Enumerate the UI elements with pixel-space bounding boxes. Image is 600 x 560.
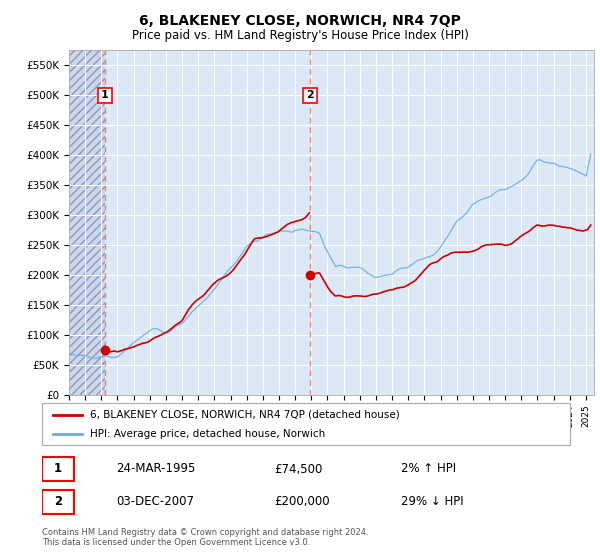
FancyBboxPatch shape [42, 458, 74, 482]
Text: 2: 2 [306, 90, 314, 100]
Text: 6, BLAKENEY CLOSE, NORWICH, NR4 7QP: 6, BLAKENEY CLOSE, NORWICH, NR4 7QP [139, 14, 461, 28]
FancyBboxPatch shape [42, 490, 74, 514]
FancyBboxPatch shape [42, 403, 570, 445]
Text: 2% ↑ HPI: 2% ↑ HPI [401, 463, 456, 475]
Text: HPI: Average price, detached house, Norwich: HPI: Average price, detached house, Norw… [89, 429, 325, 439]
Text: 2: 2 [54, 495, 62, 508]
Text: 29% ↓ HPI: 29% ↓ HPI [401, 495, 464, 508]
Text: Contains HM Land Registry data © Crown copyright and database right 2024.
This d: Contains HM Land Registry data © Crown c… [42, 528, 368, 547]
Text: Price paid vs. HM Land Registry's House Price Index (HPI): Price paid vs. HM Land Registry's House … [131, 29, 469, 42]
Text: £200,000: £200,000 [274, 495, 330, 508]
Text: 24-MAR-1995: 24-MAR-1995 [116, 463, 195, 475]
Text: £74,500: £74,500 [274, 463, 323, 475]
Bar [69, 50, 105, 395]
Text: 6, BLAKENEY CLOSE, NORWICH, NR4 7QP (detached house): 6, BLAKENEY CLOSE, NORWICH, NR4 7QP (det… [89, 409, 399, 419]
Text: 1: 1 [101, 90, 109, 100]
Text: 03-DEC-2007: 03-DEC-2007 [116, 495, 194, 508]
Text: 1: 1 [54, 463, 62, 475]
